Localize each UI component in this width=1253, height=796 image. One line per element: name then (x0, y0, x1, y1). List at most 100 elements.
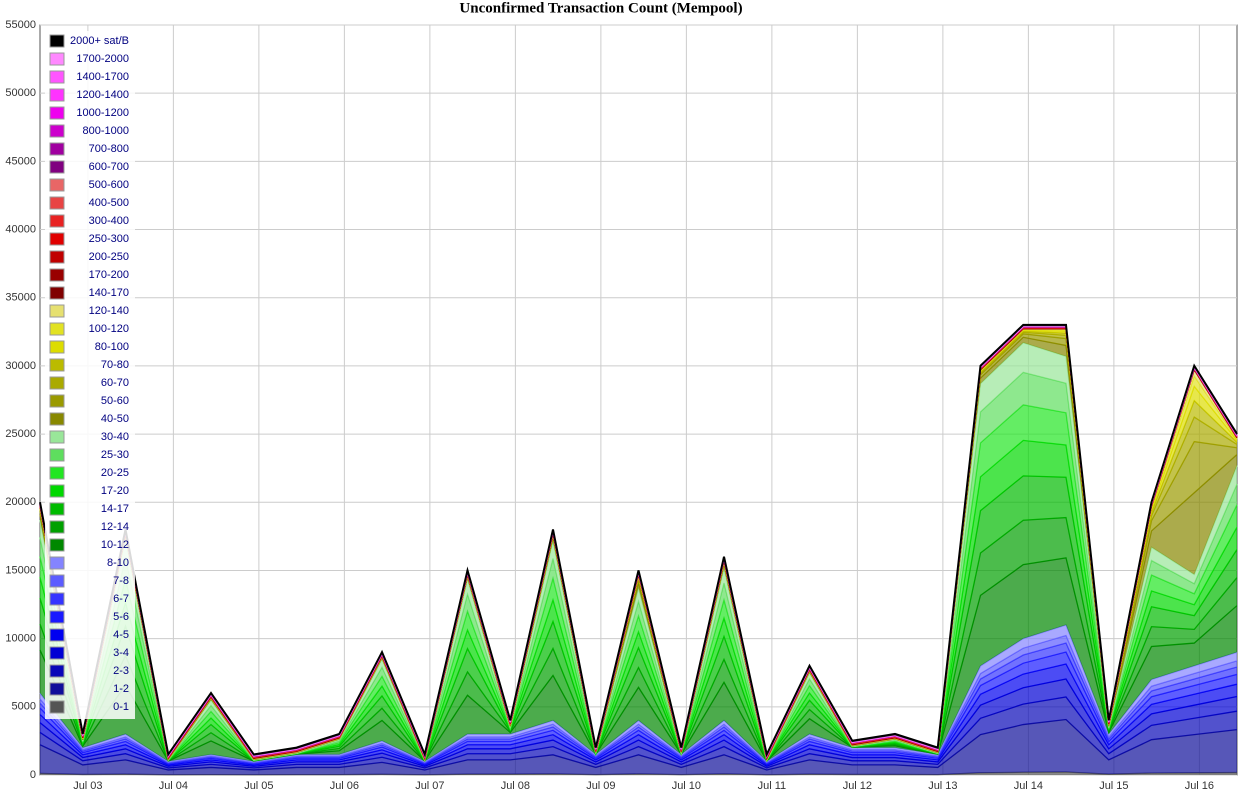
legend-swatch (49, 466, 65, 480)
legend-label: 3-4 (113, 647, 129, 659)
legend-label: 140-170 (89, 287, 129, 299)
legend-swatch (49, 682, 65, 696)
legend-label: 80-100 (95, 341, 129, 353)
x-tick-label: Jul 04 (159, 780, 188, 792)
legend-swatch (49, 160, 65, 174)
y-tick-label: 45000 (5, 155, 36, 167)
legend-swatch (49, 448, 65, 462)
y-tick-label: 30000 (5, 360, 36, 372)
legend-label: 100-120 (89, 323, 129, 335)
areas (39, 323, 1238, 776)
legend-label: 120-140 (89, 305, 129, 317)
y-tick-label: 15000 (5, 564, 36, 576)
legend-label: 12-14 (101, 521, 129, 533)
legend-swatch (49, 394, 65, 408)
legend-label: 1200-1400 (76, 89, 129, 101)
legend-label: 800-1000 (83, 125, 130, 137)
legend-label: 4-5 (113, 629, 129, 641)
x-tick-label: Jul 09 (586, 780, 615, 792)
legend-label: 600-700 (89, 161, 129, 173)
legend-swatch (49, 304, 65, 318)
legend-label: 7-8 (113, 575, 129, 587)
legend-swatch (49, 628, 65, 642)
legend-swatch (49, 592, 65, 606)
legend-label: 170-200 (89, 269, 129, 281)
y-tick-label: 25000 (5, 428, 36, 440)
legend-swatch (49, 358, 65, 372)
legend-label: 20-25 (101, 467, 129, 479)
y-tick-label: 40000 (5, 223, 36, 235)
legend-swatch (49, 664, 65, 678)
legend-swatch (49, 520, 65, 534)
legend-label: 400-500 (89, 197, 129, 209)
legend-swatch (49, 412, 65, 426)
legend-label: 300-400 (89, 215, 129, 227)
x-tick-label: Jul 08 (501, 780, 530, 792)
chart-title: Unconfirmed Transaction Count (Mempool) (459, 0, 742, 16)
x-tick-label: Jul 15 (1099, 780, 1128, 792)
legend-swatch (49, 430, 65, 444)
x-tick-label: Jul 10 (672, 780, 701, 792)
axes: 0 5000 10000 15000 20000 25000 30000 35000 40000… (5, 19, 1214, 792)
legend-label: 8-10 (107, 557, 129, 569)
legend-swatch (49, 178, 65, 192)
legend-swatch (49, 376, 65, 390)
x-tick-label: Jul 07 (415, 780, 444, 792)
legend-label: 500-600 (89, 179, 129, 191)
legend-label: 14-17 (101, 503, 129, 515)
legend-label: 250-300 (89, 233, 129, 245)
legend-swatch (49, 646, 65, 660)
band-area (40, 719, 1237, 775)
legend-label: 2000+ sat/B (70, 35, 129, 47)
legend-swatch (49, 52, 65, 66)
legend-swatch (49, 250, 65, 264)
legend-swatch (49, 700, 65, 714)
legend-swatch (49, 70, 65, 84)
y-tick-label: 20000 (5, 496, 36, 508)
legend-label: 1700-2000 (76, 53, 129, 65)
y-tick-label: 55000 (5, 19, 36, 31)
y-tick-label: 50000 (5, 87, 36, 99)
legend-swatch (49, 556, 65, 570)
legend-label: 50-60 (101, 395, 129, 407)
y-tick-label: 10000 (5, 633, 36, 645)
x-tick-label: Jul 06 (330, 780, 359, 792)
legend-swatch (49, 34, 65, 48)
legend-swatch (49, 196, 65, 210)
legend-label: 5-6 (113, 611, 129, 623)
x-tick-label: Jul 03 (73, 780, 102, 792)
legend-label: 40-50 (101, 413, 129, 425)
y-tick-label: 5000 (12, 701, 36, 713)
legend-swatch (49, 88, 65, 102)
legend-swatch (49, 142, 65, 156)
legend-swatch (49, 502, 65, 516)
legend-label: 17-20 (101, 485, 129, 497)
legend-label: 200-250 (89, 251, 129, 263)
legend-label: 1000-1200 (76, 107, 129, 119)
legend-swatch (49, 484, 65, 498)
legend-swatch (49, 322, 65, 336)
legend-label: 10-12 (101, 539, 129, 551)
legend-swatch (49, 124, 65, 138)
legend-swatch (49, 214, 65, 228)
legend-swatch (49, 106, 65, 120)
x-tick-label: Jul 13 (928, 780, 957, 792)
legend: 2000+ sat/B 1700-2000 1400-1700 1200-1400 10… (45, 31, 135, 719)
legend-swatch (49, 286, 65, 300)
legend-label: 1-2 (113, 683, 129, 695)
legend-label: 25-30 (101, 449, 129, 461)
legend-label: 2-3 (113, 665, 129, 677)
x-tick-label: Jul 05 (244, 780, 273, 792)
x-tick-label: Jul 16 (1185, 780, 1214, 792)
legend-label: 1400-1700 (76, 71, 129, 83)
x-tick-label: Jul 12 (843, 780, 872, 792)
legend-swatch (49, 268, 65, 282)
legend-swatch (49, 538, 65, 552)
x-tick-label: Jul 11 (758, 780, 787, 792)
legend-swatch (49, 340, 65, 354)
legend-swatch (49, 574, 65, 588)
legend-label: 70-80 (101, 359, 129, 371)
x-tick-label: Jul 14 (1014, 780, 1043, 792)
legend-label: 6-7 (113, 593, 129, 605)
